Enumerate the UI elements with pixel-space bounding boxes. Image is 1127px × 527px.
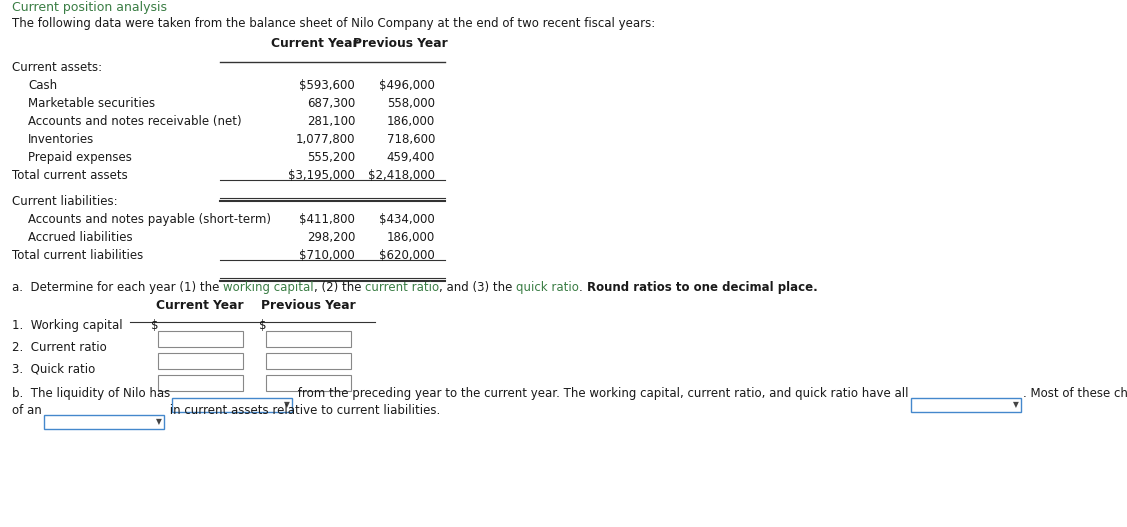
Text: ▼: ▼ (156, 417, 161, 426)
Text: Round ratios to one decimal place.: Round ratios to one decimal place. (587, 281, 817, 294)
Text: $: $ (151, 319, 159, 332)
Text: Current position analysis: Current position analysis (12, 1, 167, 14)
Text: 281,100: 281,100 (307, 115, 355, 128)
Text: Previous Year: Previous Year (353, 37, 447, 50)
Bar (911, 398, 1021, 412)
Text: Accrued liabilities: Accrued liabilities (28, 231, 133, 244)
Text: $3,195,000: $3,195,000 (289, 169, 355, 182)
Text: current ratio: current ratio (365, 281, 440, 294)
Text: $2,418,000: $2,418,000 (369, 169, 435, 182)
Text: ▼: ▼ (284, 401, 290, 409)
Text: Current assets:: Current assets: (12, 61, 103, 74)
Text: 687,300: 687,300 (307, 97, 355, 110)
Text: b.  The liquidity of Nilo has: b. The liquidity of Nilo has (12, 387, 170, 400)
Text: 3.  Quick ratio: 3. Quick ratio (12, 363, 96, 376)
Bar (266, 375, 350, 391)
Text: 1,077,800: 1,077,800 (295, 133, 355, 146)
Text: Total current assets: Total current assets (12, 169, 127, 182)
Text: of an: of an (12, 404, 42, 417)
Text: a.  Determine for each year (1) the: a. Determine for each year (1) the (12, 281, 223, 294)
Text: 718,600: 718,600 (387, 133, 435, 146)
Text: Total current liabilities: Total current liabilities (12, 249, 143, 262)
Text: The following data were taken from the balance sheet of Nilo Company at the end : The following data were taken from the b… (12, 17, 655, 30)
Text: $: $ (259, 319, 266, 332)
Text: working capital: working capital (223, 281, 313, 294)
Bar (44, 415, 163, 429)
Bar (158, 375, 243, 391)
Text: . Most of these changes are the result: . Most of these changes are the result (1022, 387, 1127, 400)
Text: ▼: ▼ (1013, 401, 1019, 409)
Bar (266, 353, 350, 369)
Text: $710,000: $710,000 (300, 249, 355, 262)
Text: 186,000: 186,000 (387, 231, 435, 244)
Text: 2.  Current ratio: 2. Current ratio (12, 341, 107, 354)
Text: 558,000: 558,000 (387, 97, 435, 110)
Bar (158, 331, 243, 347)
Bar (266, 331, 350, 347)
Text: in current assets relative to current liabilities.: in current assets relative to current li… (166, 404, 440, 417)
Text: Accounts and notes payable (short-term): Accounts and notes payable (short-term) (28, 213, 270, 226)
Text: $496,000: $496,000 (379, 79, 435, 92)
Text: Inventories: Inventories (28, 133, 95, 146)
Text: Marketable securities: Marketable securities (28, 97, 156, 110)
Text: .: . (579, 281, 587, 294)
Text: Cash: Cash (28, 79, 57, 92)
Text: from the preceding year to the current year. The working capital, current ratio,: from the preceding year to the current y… (294, 387, 908, 400)
Text: $434,000: $434,000 (380, 213, 435, 226)
Text: , and (3) the: , and (3) the (440, 281, 516, 294)
Text: Prepaid expenses: Prepaid expenses (28, 151, 132, 164)
Text: Accounts and notes receivable (net): Accounts and notes receivable (net) (28, 115, 241, 128)
Bar (172, 398, 292, 412)
Text: $411,800: $411,800 (299, 213, 355, 226)
Bar (158, 353, 243, 369)
Text: 186,000: 186,000 (387, 115, 435, 128)
Text: Previous Year: Previous Year (260, 299, 355, 312)
Text: 1.  Working capital: 1. Working capital (12, 319, 123, 332)
Text: quick ratio: quick ratio (516, 281, 579, 294)
Text: $620,000: $620,000 (380, 249, 435, 262)
Text: , (2) the: , (2) the (313, 281, 365, 294)
Text: Current Year: Current Year (272, 37, 358, 50)
Text: 555,200: 555,200 (307, 151, 355, 164)
Text: 459,400: 459,400 (387, 151, 435, 164)
Text: Current liabilities:: Current liabilities: (12, 195, 117, 208)
Text: Current Year: Current Year (157, 299, 243, 312)
Text: 298,200: 298,200 (307, 231, 355, 244)
Text: $593,600: $593,600 (300, 79, 355, 92)
